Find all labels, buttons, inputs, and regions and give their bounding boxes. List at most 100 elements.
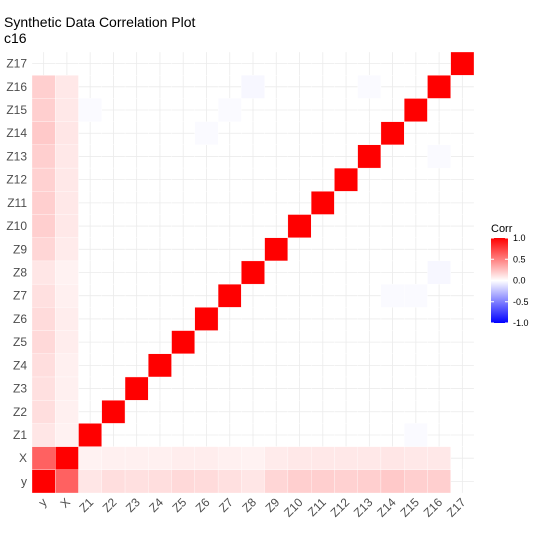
heatmap-cell-Z5-Z11	[311, 330, 335, 354]
heatmap-cell-y-Z9	[264, 469, 289, 494]
heatmap-cell-y-Z13	[357, 469, 382, 494]
heatmap-cell-Z1-Z13	[357, 423, 382, 447]
heatmap-cell-Z13-Z6	[194, 144, 219, 169]
heatmap-cell-Z3-Z9	[264, 376, 289, 401]
heatmap-cell-Z2-Z11	[311, 400, 335, 424]
heatmap-cell-Z4-Z10	[287, 353, 312, 378]
y-tick-label-Z7: Z7	[13, 289, 27, 303]
heatmap-cell-Z16-X	[55, 75, 79, 99]
heatmap-cell-Z3-Z3	[124, 376, 149, 401]
heatmap-cell-Z3-Z1	[78, 376, 102, 401]
x-tick-label-Z7: Z7	[216, 495, 236, 515]
heatmap-cell-Z15-Z10	[287, 98, 312, 122]
heatmap-cell-Z17-Z9	[264, 51, 289, 76]
heatmap-cell-X-Z6	[194, 446, 219, 470]
heatmap-cell-X-Z16	[427, 446, 451, 470]
heatmap-cell-Z12-Z13	[357, 167, 382, 192]
heatmap-cell-y-Z14	[380, 469, 405, 494]
x-tick-label-Z5: Z5	[170, 495, 190, 515]
heatmap-cell-y-Z5	[171, 469, 195, 494]
heatmap-cell-Z4-Z9	[264, 353, 289, 378]
heatmap-cell-Z8-Z2	[101, 260, 126, 285]
heatmap-cell-Z10-Z5	[171, 214, 195, 238]
heatmap-cell-Z3-Z4	[148, 376, 172, 401]
heatmap-cell-Z11-Z14	[380, 191, 405, 215]
heatmap-cell-Z16-Z13	[357, 75, 382, 99]
heatmap-cell-y-Z11	[311, 469, 335, 494]
x-tick-label-y: y	[36, 495, 50, 509]
heatmap-cell-Z11-Z8	[241, 191, 265, 215]
heatmap-cell-Z15-X	[55, 98, 79, 122]
heatmap-cell-X-Z12	[334, 446, 358, 470]
x-tick-label-Z4: Z4	[146, 495, 166, 515]
heatmap-cell-Z17-Z12	[334, 51, 358, 76]
heatmap-cell-Z11-Z7	[217, 191, 242, 215]
heatmap-cell-X-Z2	[101, 446, 126, 470]
heatmap-cell-Z16-Z8	[241, 75, 265, 99]
heatmap-cell-Z3-Z7	[217, 376, 242, 401]
heatmap-cell-Z15-Z4	[148, 98, 172, 122]
heatmap-cell-Z10-Z1	[78, 214, 102, 238]
y-tick-label-Z11: Z11	[7, 196, 27, 210]
legend-tick-label: 1.0	[513, 233, 526, 243]
heatmap-cell-X-Z13	[357, 446, 382, 470]
heatmap-cell-Z6-Z5	[171, 307, 195, 331]
heatmap-cell-X-Z4	[148, 446, 172, 470]
heatmap-cell-Z3-Z5	[171, 376, 195, 401]
heatmap-cell-Z6-Z8	[241, 307, 265, 331]
heatmap-cell-Z9-Z16	[427, 237, 451, 262]
heatmap-cell-Z2-Z13	[357, 400, 382, 424]
heatmap-cell-Z5-Z13	[357, 330, 382, 354]
heatmap-cell-Z1-Z4	[148, 423, 172, 447]
heatmap-cell-Z12-Z1	[78, 167, 102, 192]
heatmap-cell-Z9-Z7	[217, 237, 242, 262]
heatmap-cell-Z4-Z16	[427, 353, 451, 378]
heatmap-cell-Z17-Z16	[427, 51, 451, 76]
x-tick-label-Z6: Z6	[193, 495, 213, 515]
heatmap-cell-Z8-y	[31, 260, 56, 285]
y-tick-label-Z10: Z10	[6, 219, 27, 233]
heatmap-cell-Z13-Z11	[311, 144, 335, 169]
heatmap-cell-Z10-Z10	[287, 214, 312, 238]
heatmap-cell-Z11-y	[31, 191, 56, 215]
chart-subtitle: c16	[4, 30, 27, 46]
legend-tick-label: 0.5	[513, 254, 526, 264]
heatmap-cell-Z6-Z13	[357, 307, 382, 331]
heatmap-cell-Z6-X	[55, 307, 79, 331]
heatmap-cell-y-Z6	[194, 469, 219, 494]
legend-tick-label: -0.5	[513, 297, 529, 307]
heatmap-cell-Z8-X	[55, 260, 79, 285]
heatmap-cell-Z11-Z10	[287, 191, 312, 215]
heatmap-cell-Z4-Z13	[357, 353, 382, 378]
heatmap-cell-Z17-Z5	[171, 51, 195, 76]
y-tick-label-Z14: Z14	[6, 126, 27, 140]
heatmap-cell-Z1-Z14	[380, 423, 405, 447]
x-tick-label-Z13: Z13	[351, 495, 376, 520]
heatmap-cell-Z8-Z1	[78, 260, 102, 285]
heatmap-cell-Z11-Z9	[264, 191, 289, 215]
heatmap-cell-Z5-Z16	[427, 330, 451, 354]
heatmap-cell-Z14-Z14	[380, 121, 405, 145]
heatmap-cell-Z16-Z11	[311, 75, 335, 99]
heatmap-cell-Z13-Z13	[357, 144, 382, 169]
heatmap-cell-Z7-Z9	[264, 283, 289, 308]
heatmap-cell-Z17-Z14	[380, 51, 405, 76]
heatmap-cell-Z15-Z16	[427, 98, 451, 122]
heatmap-cell-Z4-Z12	[334, 353, 358, 378]
heatmap-cell-Z11-Z3	[124, 191, 149, 215]
heatmap-cell-Z7-Z16	[427, 283, 451, 308]
heatmap-cell-Z10-Z11	[311, 214, 335, 238]
heatmap-cell-Z13-y	[31, 144, 56, 169]
heatmap-cell-Z1-X	[55, 423, 79, 447]
heatmap-cell-Z8-Z14	[380, 260, 405, 285]
heatmap-cell-Z4-X	[55, 353, 79, 378]
heatmap-cell-y-Z12	[334, 469, 358, 494]
heatmap-cell-Z1-Z11	[311, 423, 335, 447]
heatmap-cell-Z6-Z11	[311, 307, 335, 331]
heatmap-cell-Z2-Z17	[450, 400, 475, 424]
heatmap-cell-Z15-Z14	[380, 98, 405, 122]
y-tick-label-Z13: Z13	[6, 149, 27, 163]
heatmap-cell-Z9-Z6	[194, 237, 219, 262]
heatmap-cell-Z5-y	[31, 330, 56, 354]
heatmap-cell-Z2-Z3	[124, 400, 149, 424]
